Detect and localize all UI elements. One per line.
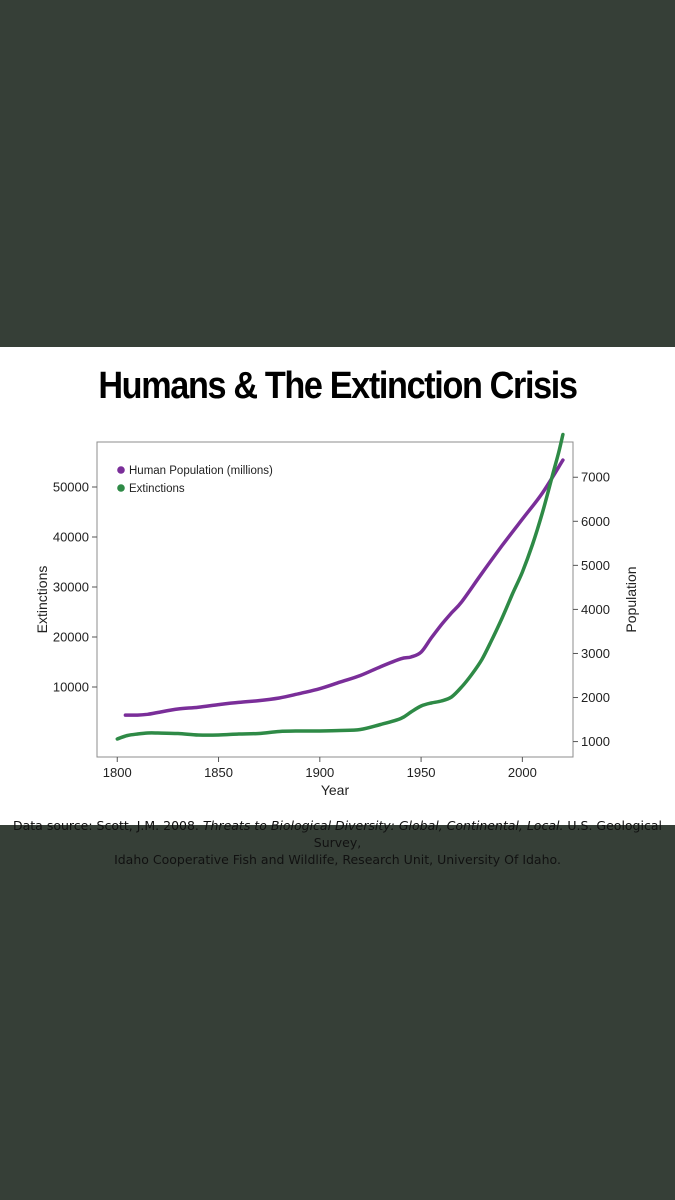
chart: 1800 1850 1900 1950 2000 10000 20000 30000 40000… [34, 432, 639, 798]
right-y-tick-label: 2000 [581, 690, 610, 705]
series-line-0 [123, 458, 565, 717]
source-title: Threats to Biological Diversity: Global,… [202, 818, 564, 833]
right-y-tick-label: 6000 [581, 514, 610, 529]
x-tick-label: 1800 [103, 765, 132, 780]
infographic-card: Humans & The Extinction Crisis 1800 1850 1… [0, 347, 675, 867]
x-tick-label: 1850 [204, 765, 233, 780]
x-tick-label: 1900 [305, 765, 334, 780]
chart-title: Humans & The Extinction Crisis [98, 365, 578, 407]
legend-marker-0 [117, 466, 125, 474]
source-suffix: U.S. Geological Survey, [313, 818, 662, 850]
left-y-tick-label: 20000 [53, 630, 89, 645]
right-y-tick-label: 5000 [581, 558, 610, 573]
series-line-1 [115, 432, 565, 741]
x-axis-label: Year [321, 782, 350, 798]
left-y-tick-label: 10000 [53, 680, 89, 695]
x-tick-label: 1950 [407, 765, 436, 780]
legend-label-1: Extinctions [129, 483, 185, 495]
left-y-tick-label: 30000 [53, 580, 89, 595]
source-prefix: Data source: Scott, J.M. 2008. [13, 818, 203, 833]
right-y-tick-label: 3000 [581, 646, 610, 661]
right-y-tick-label: 7000 [581, 470, 610, 485]
x-tick-label: 2000 [508, 765, 537, 780]
data-source-note: Data source: Scott, J.M. 2008. Threats t… [0, 817, 675, 868]
legend-marker-1 [117, 484, 125, 492]
left-y-axis-label: Extinctions [34, 566, 50, 634]
right-y-tick-label: 4000 [581, 602, 610, 617]
right-y-tick-label: 1000 [581, 734, 610, 749]
left-y-tick-label: 50000 [53, 480, 89, 495]
legend-label-0: Human Population (millions) [129, 465, 273, 477]
left-y-tick-label: 40000 [53, 530, 89, 545]
plot-frame [96, 441, 574, 758]
right-y-axis-label: Population [623, 566, 639, 632]
source-line2: Idaho Cooperative Fish and Wildlife, Res… [114, 852, 561, 867]
